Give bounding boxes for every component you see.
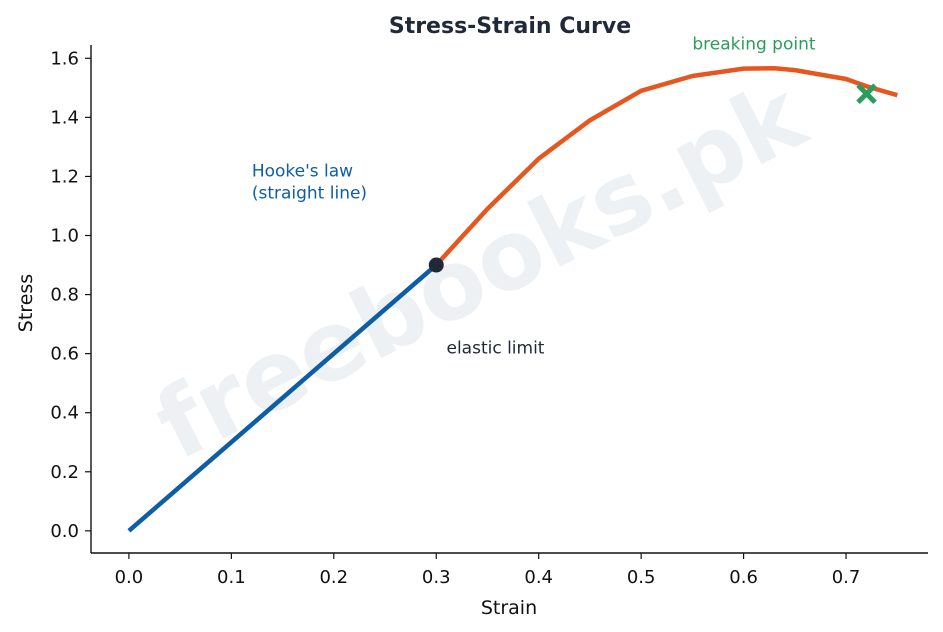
- annotation-line: elastic limit: [446, 339, 544, 359]
- x-tick-label: 0.0: [115, 567, 144, 588]
- x-tick-label: 0.2: [319, 567, 348, 588]
- annotation-line: Hooke's law: [252, 161, 353, 181]
- breaking-point-annotation: breaking point: [692, 34, 816, 54]
- x-axis-ticks: 0.0 0.1 0.2 0.3 0.4 0.5 0.6 0.7: [115, 553, 861, 588]
- y-axis-label: Stress: [15, 274, 37, 332]
- x-tick-label: 0.3: [422, 567, 451, 588]
- breaking-point-marker: [856, 83, 877, 105]
- y-tick-label: 0.6: [50, 344, 79, 365]
- y-tick-label: 0.2: [50, 462, 79, 483]
- y-tick-label: 1.0: [50, 226, 79, 247]
- x-tick-label: 0.1: [217, 567, 246, 588]
- elastic-limit-point: [428, 257, 444, 273]
- y-axis-ticks: 0.0 0.2 0.4 0.6 0.8 1.0 1.2 1.4 1.6: [50, 48, 91, 542]
- annotation-line: (straight line): [252, 183, 367, 203]
- axes: [90, 45, 928, 554]
- x-axis-label: Strain: [481, 597, 537, 619]
- plastic-region-curve: [434, 66, 898, 267]
- y-tick-label: 0.8: [50, 285, 79, 306]
- y-tick-label: 0.4: [50, 403, 79, 424]
- marker-layer: [428, 83, 877, 273]
- elastic-limit-annotation: elastic limit: [446, 339, 544, 359]
- annotation-layer: Hooke's law (straight line) elastic limit b…: [252, 34, 816, 358]
- x-tick-label: 0.4: [524, 567, 553, 588]
- y-tick-label: 1.6: [50, 48, 79, 69]
- chart-title: Stress-Strain Curve: [389, 14, 631, 39]
- annotation-line: breaking point: [692, 34, 816, 54]
- hookes-law-annotation: Hooke's law (straight line): [252, 161, 367, 203]
- series-layer: [127, 66, 898, 533]
- y-tick-label: 0.0: [50, 521, 79, 542]
- breaking-point-stroke: [856, 83, 877, 105]
- x-tick-label: 0.7: [832, 567, 861, 588]
- x-tick-label: 0.5: [627, 567, 656, 588]
- y-tick-label: 1.4: [50, 107, 79, 128]
- hookes-law-line: [127, 263, 438, 533]
- y-tick-label: 1.2: [50, 166, 79, 187]
- x-tick-label: 0.6: [729, 567, 758, 588]
- watermark: freebooks.pk: [138, 59, 823, 482]
